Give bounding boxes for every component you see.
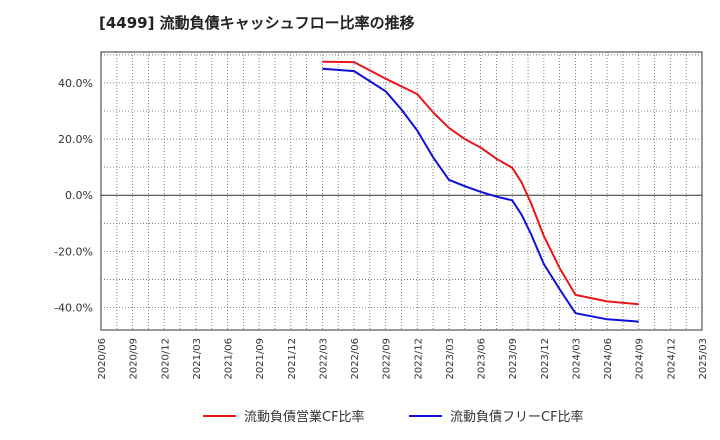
x-tick-label: 2024/03: [571, 338, 582, 380]
x-tick-label: 2024/09: [635, 338, 646, 380]
x-tick-label: 2022/09: [382, 338, 393, 380]
x-tick-label: 2023/09: [508, 338, 519, 380]
x-tick-label: 2023/03: [445, 338, 456, 380]
y-tick-label: -40.0%: [54, 302, 93, 315]
x-tick-label: 2024/06: [603, 338, 614, 380]
x-tick-label: 2025/03: [698, 338, 709, 380]
x-tick-label: 2022/03: [318, 338, 329, 380]
y-tick-label: 40.0%: [58, 77, 93, 90]
y-tick-label: 20.0%: [58, 133, 93, 146]
legend-label-1: 流動負債営業CF比率: [244, 409, 365, 425]
x-tick-label: 2020/06: [97, 338, 108, 380]
series-line-2: [322, 67, 639, 323]
chart-title: [4499] 流動負債キャッシュフロー比率の推移: [99, 14, 415, 32]
y-tick-label: 0.0%: [65, 189, 93, 202]
x-tick-label: 2023/06: [477, 338, 488, 380]
legend-label-2: 流動負債フリーCF比率: [450, 409, 584, 425]
x-tick-label: 2021/12: [287, 338, 298, 380]
x-tick-label: 2021/06: [224, 338, 235, 380]
x-tick-label: 2020/12: [160, 338, 171, 380]
x-tick-label: 2022/12: [413, 338, 424, 380]
x-tick-label: 2022/06: [350, 338, 361, 380]
x-tick-label: 2021/03: [192, 338, 203, 380]
series-line-1: [322, 60, 639, 306]
x-tick-label: 2023/12: [540, 338, 551, 380]
x-tick-label: 2020/09: [129, 338, 140, 380]
y-tick-label: -20.0%: [54, 245, 93, 258]
x-tick-label: 2024/12: [666, 338, 677, 380]
x-tick-label: 2021/09: [255, 338, 266, 380]
